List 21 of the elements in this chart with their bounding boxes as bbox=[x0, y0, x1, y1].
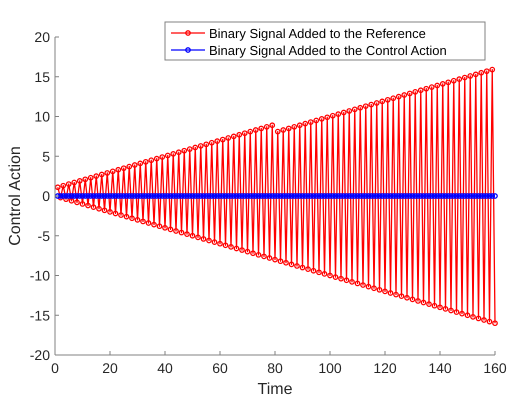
x-tick-label: 40 bbox=[157, 360, 173, 376]
x-tick-label: 140 bbox=[428, 360, 452, 376]
y-tick-label: -5 bbox=[38, 228, 50, 244]
y-tick-label: 0 bbox=[42, 188, 50, 204]
x-tick-label: 20 bbox=[102, 360, 118, 376]
y-tick-label: 10 bbox=[34, 108, 50, 124]
y-tick-label: -20 bbox=[30, 347, 50, 363]
x-tick-label: 160 bbox=[483, 360, 507, 376]
y-tick-label: 15 bbox=[34, 68, 50, 85]
x-tick-label: 60 bbox=[212, 360, 228, 376]
y-tick-label: 5 bbox=[42, 148, 50, 164]
y-tick-label: -10 bbox=[30, 268, 50, 284]
y-tick-label: 20 bbox=[34, 29, 50, 45]
x-tick-label: 100 bbox=[318, 360, 342, 376]
legend-label: Binary Signal Added to the Reference bbox=[209, 26, 426, 41]
x-tick-label: 120 bbox=[373, 360, 397, 376]
x-axis-title: Time bbox=[258, 381, 293, 398]
x-tick-label: 80 bbox=[267, 360, 283, 376]
y-tick-label: -15 bbox=[30, 307, 50, 324]
y-axis-title: Control Action bbox=[7, 146, 24, 246]
legend-label: Binary Signal Added to the Control Action bbox=[209, 43, 447, 58]
